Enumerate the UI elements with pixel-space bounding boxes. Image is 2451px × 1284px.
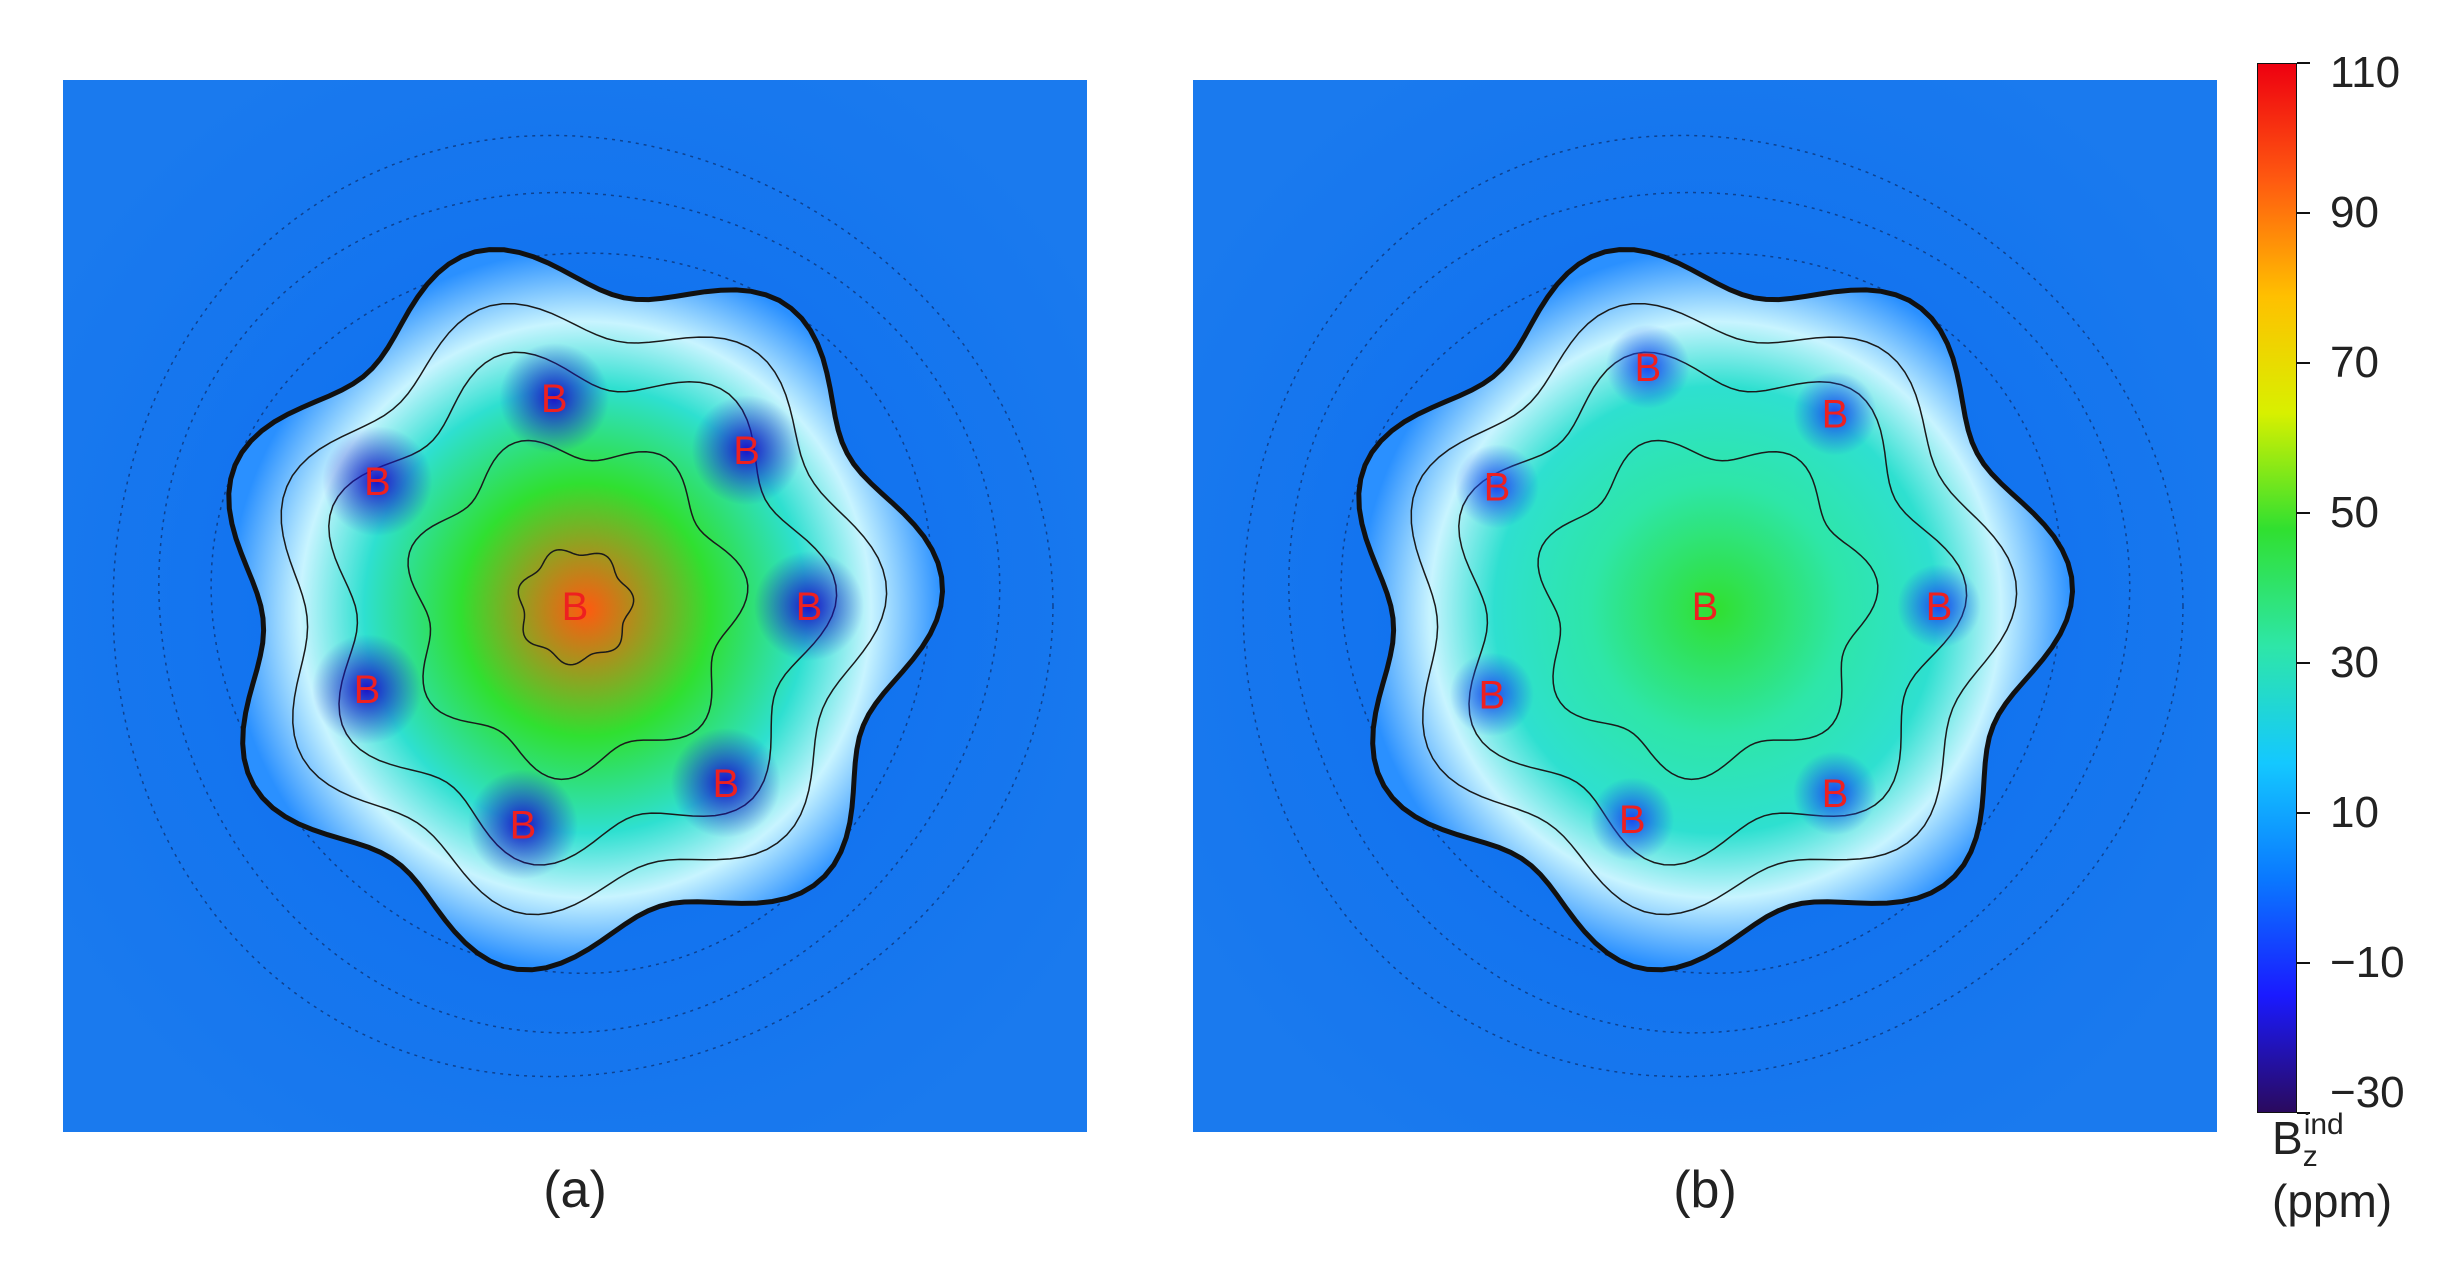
colorbar-tick-label: 10	[2330, 788, 2379, 837]
atom-hole	[1590, 777, 1675, 862]
colorbar-tick-mark	[2297, 62, 2310, 64]
atom-label: B	[796, 585, 823, 629]
colorbar-tick-label: −10	[2330, 938, 2405, 987]
colorbar-title-sub: z	[2302, 1140, 2318, 1173]
atom-hole	[754, 551, 864, 661]
contour-line	[280, 302, 888, 916]
contour-line	[407, 439, 749, 781]
atom-hole	[1605, 324, 1690, 409]
contour-line	[1537, 439, 1879, 781]
map-svg: B B B B B B B B	[1193, 80, 2217, 1132]
atom-hole	[670, 727, 781, 838]
atom-label: B	[364, 460, 391, 504]
colorbar	[2257, 63, 2297, 1113]
colorbar-tick-mark	[2297, 212, 2310, 214]
colorbar-tick-label: 30	[2330, 638, 2379, 687]
colorbar-title: Bzind (ppm)	[2272, 1108, 2393, 1229]
atom-label: B	[1822, 393, 1849, 437]
panel-label-b: (b)	[1673, 1161, 1737, 1219]
atom-label: B	[733, 429, 760, 473]
colorbar-tick-mark	[2297, 1112, 2310, 1114]
atom-label: B	[1634, 346, 1661, 390]
colorbar-title-sup: ind	[2303, 1108, 2344, 1141]
atom-label: B	[1619, 798, 1646, 842]
colorbar-tick-label: −30	[2330, 1068, 2405, 1117]
atom-label: B	[1692, 585, 1719, 629]
atom-hole	[1897, 564, 1981, 648]
colorbar-units: (ppm)	[2272, 1175, 2393, 1227]
colorbar-tick-label: 110	[2330, 48, 2401, 97]
atom-hole	[499, 343, 610, 453]
colorbar-tick-mark	[2297, 512, 2310, 514]
map-panel-b: B B B B B B B B	[1193, 80, 2217, 1132]
colorbar-tick-mark	[2297, 812, 2310, 814]
atom-hole	[691, 395, 802, 505]
colorbar-tick-mark	[2297, 962, 2310, 964]
atom-hole	[468, 769, 578, 880]
atom-label: B	[541, 377, 568, 421]
shielding-region	[1356, 247, 2076, 973]
atom-hole	[1455, 444, 1539, 529]
panel-label-a: (a)	[543, 1161, 607, 1219]
colorbar-tick-label: 70	[2330, 338, 2379, 387]
colorbar-tick-label: 90	[2330, 188, 2379, 237]
atom-hole	[312, 634, 422, 745]
contour-line	[1410, 302, 2018, 916]
atom-hole	[1793, 371, 1877, 456]
contour-line	[517, 549, 635, 666]
atom-label: B	[1926, 585, 1953, 629]
atom-label: B	[1478, 673, 1505, 717]
atom-label: B	[712, 762, 739, 806]
atom-hole	[1793, 751, 1877, 836]
colorbar-title-main: B	[2272, 1112, 2303, 1164]
atom-label: B	[1822, 772, 1849, 816]
colorbar-tick-label: 50	[2330, 488, 2379, 537]
atom-hole	[1449, 652, 1534, 737]
atom-label: B	[1484, 465, 1511, 509]
map-svg: B B B B B B B B	[63, 80, 1087, 1132]
map-panel-a: B B B B B B B B	[63, 80, 1087, 1132]
colorbar-tick-mark	[2297, 362, 2310, 364]
atom-hole	[322, 426, 433, 537]
atom-label: B	[354, 668, 381, 712]
atom-label: B	[562, 585, 589, 629]
atom-label: B	[510, 803, 537, 847]
colorbar-tick-mark	[2297, 662, 2310, 664]
